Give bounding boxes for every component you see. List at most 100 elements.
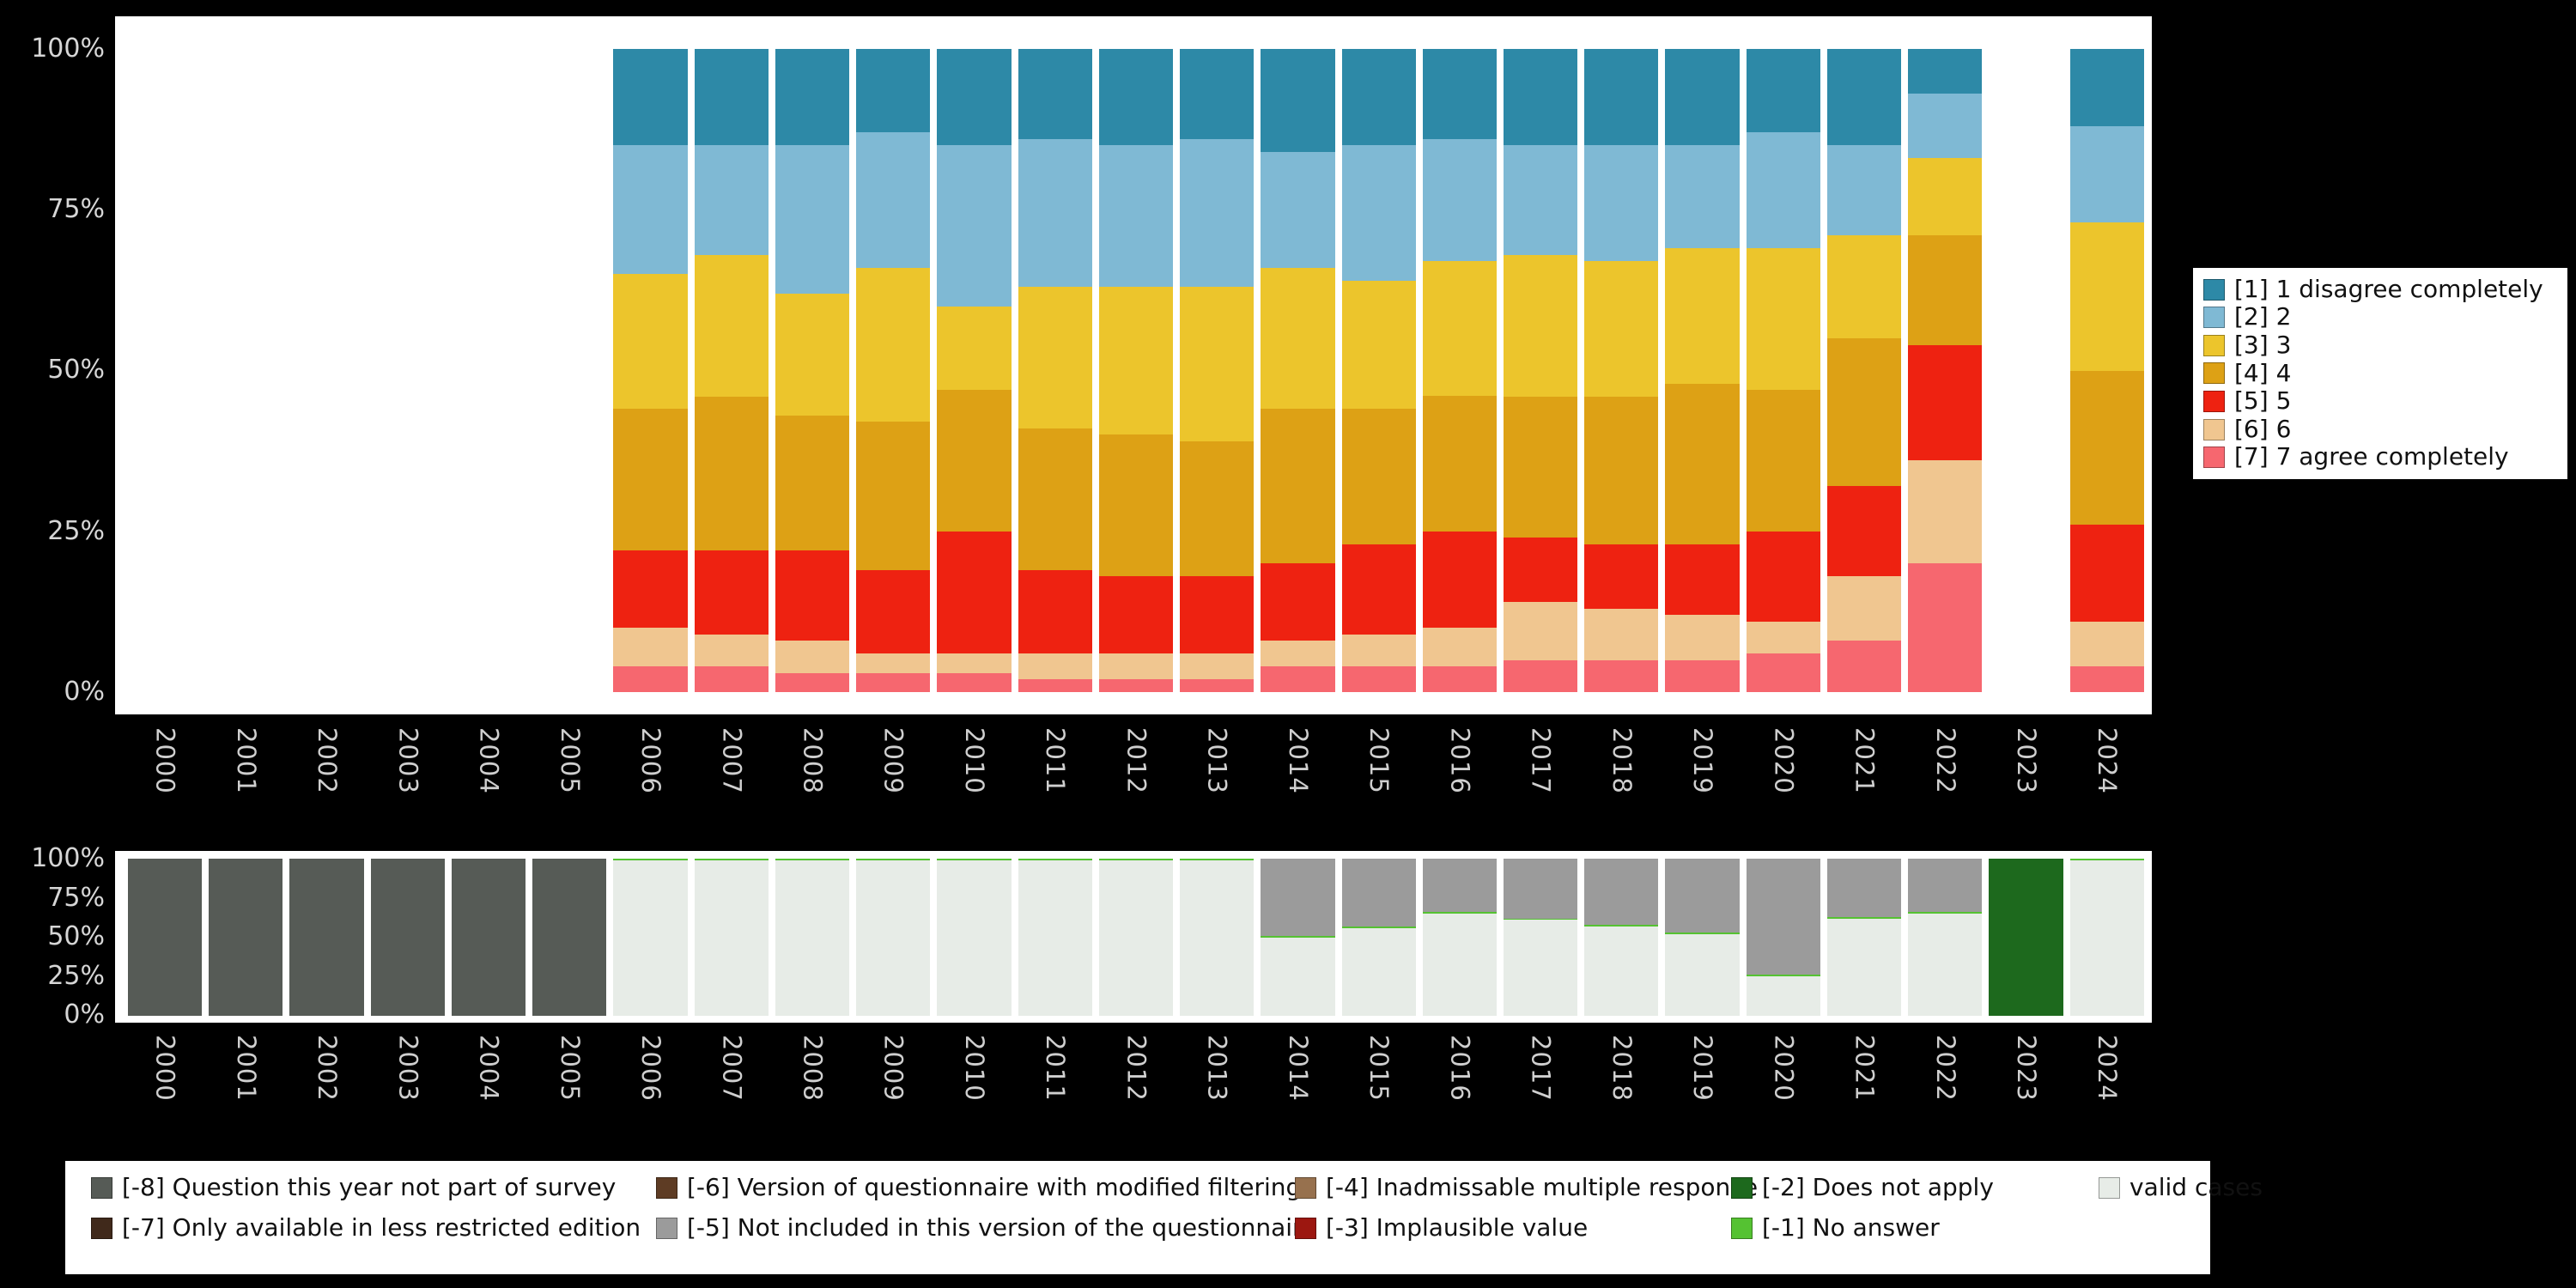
- x-axis-label: 2019: [1688, 1035, 1718, 1102]
- x-axis-label-cell: 2018: [1584, 1035, 1658, 1124]
- bar-2011: [1018, 859, 1092, 1016]
- bar-segment: [1341, 859, 1416, 927]
- bar-segment: [1098, 434, 1174, 577]
- x-axis-label-cell: 2001: [209, 1035, 283, 1124]
- missing-legend-column: [-2] Does not apply [-1] No answer: [1731, 1174, 1994, 1242]
- x-axis-label-cell: 2008: [775, 1035, 849, 1124]
- legend-swatch: [1295, 1176, 1316, 1199]
- y-axis-tick-label: 75%: [47, 883, 105, 913]
- bar-segment: [1341, 145, 1416, 281]
- x-axis-label: 2024: [2093, 1035, 2123, 1102]
- bar-2023: [1989, 859, 2063, 1016]
- y-axis-tick-label: 25%: [47, 516, 105, 546]
- x-axis-label: 2014: [1283, 727, 1313, 794]
- x-axis-label-cell: 2003: [371, 1035, 445, 1124]
- bar-segment: [1261, 563, 1335, 641]
- y-axis-tick-label: 100%: [31, 843, 105, 873]
- bar-segment: [775, 49, 850, 146]
- bar-segment: [1422, 396, 1497, 532]
- bar-2018: [1584, 859, 1659, 1016]
- bar-segment: [1018, 859, 1092, 860]
- y-axis-tick-label: 50%: [47, 921, 105, 951]
- x-axis-label-cell: 2022: [1908, 727, 1982, 813]
- bar-segment: [1665, 933, 1740, 1016]
- bar-segment: [1341, 666, 1416, 692]
- bar-segment: [856, 569, 931, 654]
- bar-segment: [1180, 576, 1255, 654]
- x-axis-label-cell: 2015: [1342, 727, 1416, 813]
- y-axis-tick-label: 75%: [47, 194, 105, 224]
- bar-segment: [1746, 859, 1820, 975]
- x-axis-label-cell: 2016: [1423, 1035, 1497, 1124]
- missing-legend-item: valid cases: [2099, 1174, 2263, 1201]
- bar-segment: [694, 396, 769, 551]
- bar-segment: [1584, 926, 1659, 1016]
- rating-legend-item: [2] 2: [2203, 304, 2557, 331]
- x-axis-label-cell: 2016: [1423, 727, 1497, 813]
- bar-segment: [694, 145, 769, 255]
- bar-2015: [1341, 859, 1416, 1016]
- legend-swatch: [1731, 1176, 1753, 1199]
- bar-segment: [1826, 859, 1902, 917]
- bar-segment: [775, 293, 850, 416]
- bar-segment: [289, 859, 364, 1016]
- bar-segment: [1098, 145, 1174, 288]
- bar-segment: [1422, 914, 1497, 1016]
- bar-segment: [613, 860, 688, 1016]
- x-axis-label-cell: 2021: [1827, 727, 1901, 813]
- x-axis-label: 2009: [878, 1035, 908, 1102]
- x-axis-label: 2017: [1526, 1035, 1556, 1102]
- bar-segment: [1018, 138, 1092, 288]
- bar-segment: [451, 859, 526, 1016]
- rating-legend-item: [5] 5: [2203, 387, 2557, 415]
- bar-segment: [2069, 49, 2144, 126]
- missings-chart-bars: [128, 859, 2144, 1016]
- bar-segment: [1098, 287, 1174, 435]
- x-axis-label-cell: 2012: [1099, 727, 1173, 813]
- bar-segment: [1826, 486, 1902, 577]
- legend-swatch: [91, 1176, 112, 1199]
- legend-swatch: [2203, 362, 2225, 385]
- x-axis-label: 2008: [798, 727, 828, 794]
- bar-2001: [209, 49, 283, 692]
- bar-2009: [856, 859, 931, 1016]
- x-axis-label: 2001: [231, 1035, 261, 1102]
- bar-2008: [775, 859, 850, 1016]
- bar-segment: [937, 653, 1012, 673]
- bar-segment: [2069, 370, 2144, 526]
- bar-segment: [1018, 49, 1092, 139]
- x-axis-label-cell: 2004: [452, 1035, 526, 1124]
- x-axis-label: 2012: [1121, 1035, 1151, 1102]
- bar-segment: [1341, 544, 1416, 635]
- bar-segment: [694, 860, 769, 1016]
- x-axis-label-cell: 2009: [856, 1035, 930, 1124]
- bar-segment: [1503, 602, 1578, 660]
- bar-segment: [1503, 396, 1578, 538]
- x-axis-label-cell: 2002: [289, 1035, 363, 1124]
- x-axis-label: 2011: [1041, 1035, 1071, 1102]
- bar-segment: [1908, 912, 1983, 914]
- bar-segment: [937, 145, 1012, 307]
- bar-segment: [1826, 145, 1902, 236]
- x-axis-label-cell: 2024: [2070, 727, 2144, 813]
- legend-label: [-4] Inadmissable multiple response: [1326, 1173, 1759, 1201]
- bar-segment: [613, 49, 688, 146]
- bar-segment: [1665, 615, 1740, 660]
- bar-segment: [694, 550, 769, 635]
- x-axis-label: 2004: [474, 727, 504, 794]
- x-axis-label-cell: 2005: [532, 1035, 606, 1124]
- bar-segment: [532, 859, 607, 1016]
- bar-segment: [1503, 920, 1578, 1016]
- bar-segment: [937, 390, 1012, 532]
- bar-segment: [2069, 859, 2144, 860]
- x-axis-label: 2007: [717, 1035, 747, 1102]
- bar-segment: [1503, 859, 1578, 919]
- bar-segment: [1908, 914, 1983, 1016]
- bar-segment: [1584, 145, 1659, 262]
- legend-label: [3] 3: [2234, 330, 2292, 359]
- bar-segment: [856, 859, 931, 860]
- x-axis-label: 2014: [1283, 1035, 1313, 1102]
- bar-segment: [2069, 860, 2144, 1016]
- x-axis-label-cell: 2000: [128, 727, 202, 813]
